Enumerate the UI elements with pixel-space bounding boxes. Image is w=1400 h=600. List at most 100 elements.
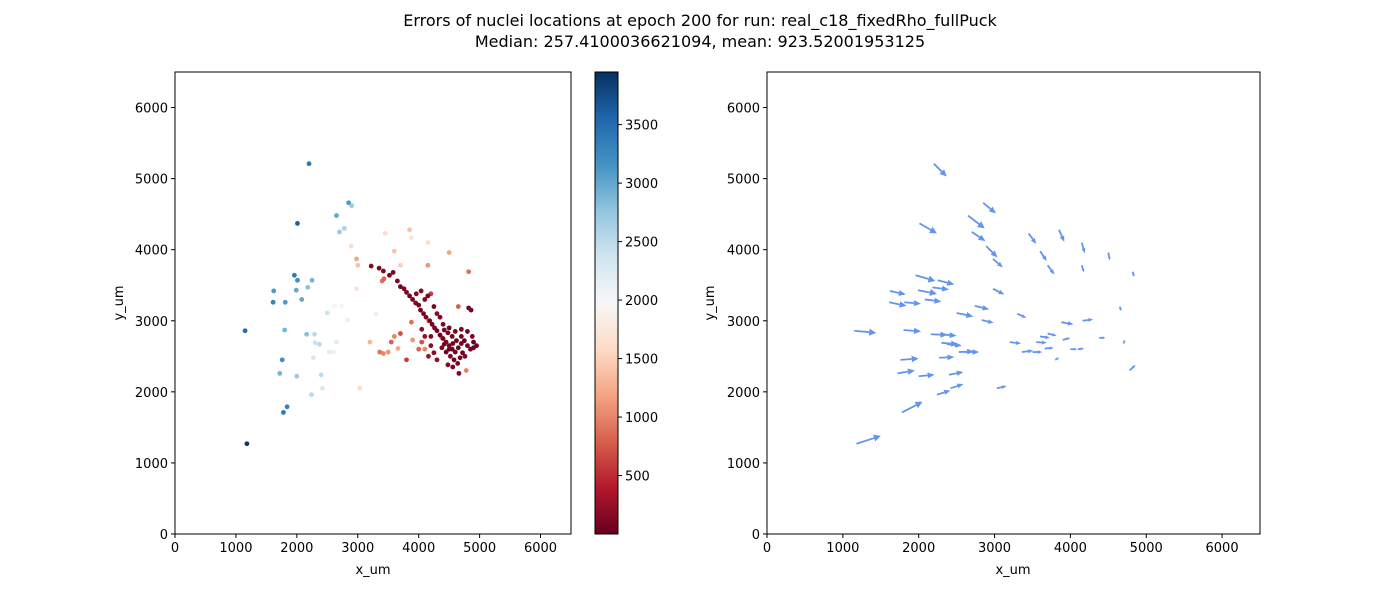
error-arrow	[1039, 250, 1047, 262]
x-tick-label: 4000	[402, 541, 435, 556]
scatter-point	[425, 293, 431, 299]
scatter-point	[354, 286, 359, 292]
error-arrow	[919, 222, 937, 234]
scatter-point	[299, 297, 305, 302]
scatter-point	[380, 351, 386, 356]
error-arrow	[936, 389, 951, 396]
error-arrow	[1054, 357, 1060, 361]
left-axes-frame	[174, 71, 572, 535]
error-arrow	[1099, 336, 1106, 340]
scatter-point	[426, 353, 431, 359]
scatter-point	[446, 343, 452, 349]
scatter-point	[445, 362, 451, 368]
error-arrow	[1077, 347, 1085, 351]
scatter-point	[381, 276, 387, 282]
error-arrow	[948, 370, 964, 376]
error-arrow	[996, 385, 1007, 390]
scatter-point	[446, 250, 452, 255]
scatter-point	[418, 307, 423, 313]
scatter-point	[454, 338, 459, 344]
scatter-point	[428, 334, 434, 339]
colorbar-tick-label: 3000	[625, 177, 658, 192]
scatter-point	[450, 364, 456, 370]
scatter-point	[407, 227, 412, 233]
x-tick-label: 0	[763, 541, 771, 556]
scatter-point	[368, 263, 374, 269]
y-tick-label: 5000	[727, 173, 760, 188]
scatter-point	[309, 392, 314, 398]
scatter-point	[398, 331, 403, 336]
x-tick-label: 1000	[826, 541, 859, 556]
scatter-point	[382, 230, 388, 236]
scatter-point	[427, 318, 433, 324]
scatter-point	[294, 373, 300, 379]
scatter-point	[422, 346, 428, 352]
scatter-point	[413, 291, 419, 297]
scatter-point	[410, 337, 415, 343]
scatter-point	[404, 289, 409, 295]
y-tick-label: 3000	[727, 315, 760, 330]
error-arrow	[981, 319, 994, 324]
y-tick-label: 6000	[727, 102, 760, 117]
error-arrow	[939, 354, 955, 361]
x-tick-label: 6000	[524, 541, 557, 556]
scatter-point	[451, 357, 457, 363]
error-arrow	[1080, 242, 1086, 254]
error-arrow	[956, 312, 974, 319]
error-arrow	[1058, 229, 1065, 242]
scatter-point	[331, 349, 336, 355]
scatter-point	[455, 345, 461, 351]
error-arrow	[971, 231, 986, 242]
scatter-point	[408, 235, 414, 241]
scatter-point	[408, 319, 414, 325]
scatter-point	[465, 329, 470, 334]
scatter-point	[348, 243, 354, 249]
error-arrow	[992, 258, 1003, 268]
scatter-point	[332, 303, 338, 309]
scatter-point	[443, 349, 449, 355]
scatter-point	[460, 350, 465, 356]
error-arrow	[904, 300, 921, 307]
error-arrow	[1062, 337, 1071, 341]
scatter-point	[445, 330, 451, 336]
scatter-point	[279, 357, 285, 363]
scatter-point	[376, 265, 382, 271]
y-tick-label: 1000	[135, 457, 168, 472]
error-arrow	[950, 383, 964, 390]
right-quiver-plot: 0 1000 2000 3000 4000 5000 6000 0 1000 2000 3000 4…	[703, 71, 1261, 578]
figure-title: Errors of nuclei locations at epoch 200 …	[403, 11, 997, 31]
scatter-point	[455, 361, 461, 366]
scatter-point	[242, 328, 248, 334]
x-tick-label: 3000	[341, 541, 374, 556]
error-arrow	[888, 301, 907, 308]
y-tick-label: 6000	[135, 102, 168, 117]
error-arrow	[918, 372, 935, 379]
y-tick-label: 2000	[727, 386, 760, 401]
error-arrow	[915, 274, 936, 283]
scatter-point	[377, 349, 383, 355]
scatter-point	[447, 353, 453, 359]
scatter-point	[421, 311, 426, 317]
scatter-point	[466, 269, 472, 275]
scatter-point	[441, 327, 447, 333]
scatter-point	[431, 350, 437, 356]
error-arrow	[1036, 340, 1047, 345]
scatter-point	[441, 341, 447, 347]
colorbar-gradient	[594, 71, 619, 535]
right-y-axis-ticks: 0 1000 2000 3000 4000 5000 6000	[727, 102, 767, 543]
error-arrow	[1128, 364, 1136, 372]
scatter-point	[458, 341, 464, 346]
error-arrow	[964, 349, 980, 355]
scatter-point	[334, 339, 339, 345]
error-arrow	[854, 328, 877, 336]
scatter-point	[423, 314, 429, 320]
left-y-axis-ticks: 0 1000 2000 3000 4000 5000 6000	[135, 102, 175, 543]
scatter-point	[306, 161, 312, 167]
scatter-point	[416, 346, 422, 352]
y-tick-label: 2000	[135, 386, 168, 401]
left-x-axis-label: x_um	[355, 563, 390, 578]
scatter-point	[312, 331, 317, 337]
scatter-point	[282, 327, 288, 333]
error-arrow	[1131, 271, 1135, 277]
